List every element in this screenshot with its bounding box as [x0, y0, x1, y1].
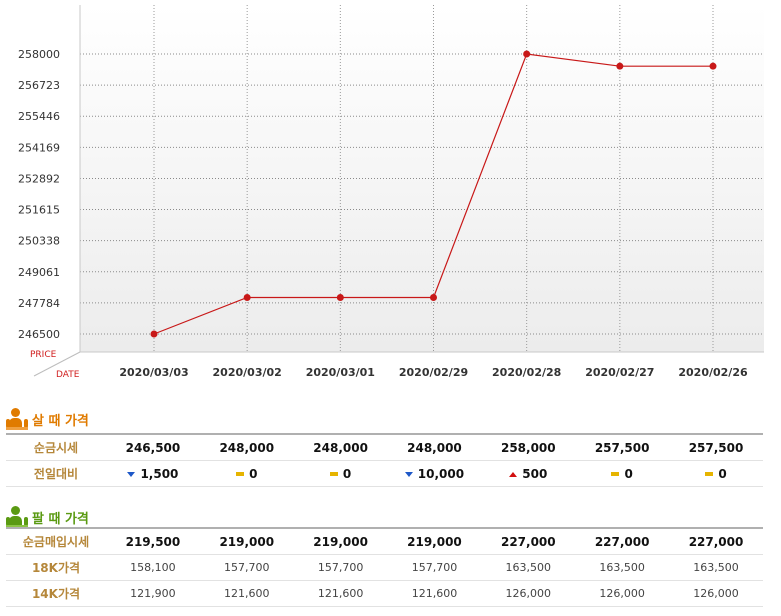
- person-icon: [6, 408, 28, 430]
- row-label: 14K가격: [6, 580, 106, 607]
- price-cell: 219,000: [199, 527, 294, 555]
- price-cell: 121,900: [106, 580, 200, 607]
- sell-section-title: 팔 때 가격: [32, 511, 89, 527]
- price-cell: 163,500: [669, 554, 763, 581]
- table-row: 전일대비 1,500 0 0 10,000 500 0 0: [6, 460, 763, 487]
- change-value: 10,000: [417, 466, 465, 481]
- up-arrow-icon: [509, 471, 518, 477]
- change-value: 1,500: [140, 466, 179, 481]
- change-cell: 0: [669, 460, 763, 487]
- change-cell: 1,500: [106, 460, 200, 487]
- change-value: 0: [342, 466, 352, 481]
- y-tick-label: 246500: [18, 328, 60, 341]
- data-point: [243, 293, 251, 301]
- price-cell: 257,500: [575, 433, 670, 461]
- y-tick-label: 255446: [18, 110, 60, 123]
- y-tick-label: 251615: [18, 204, 60, 217]
- change-value: 0: [718, 466, 727, 481]
- y-axis-label: PRICE: [30, 350, 57, 360]
- change-cell: 0: [199, 460, 294, 487]
- x-tick-label: 2020/02/27: [585, 366, 654, 379]
- change-cell: 10,000: [387, 460, 482, 487]
- x-tick-label: 2020/03/03: [119, 366, 188, 379]
- change-value: 0: [249, 466, 258, 481]
- data-point: [616, 62, 624, 70]
- price-cell: 163,500: [481, 554, 576, 581]
- y-tick-label: 252892: [18, 172, 60, 185]
- price-cell: 258,000: [481, 433, 576, 461]
- row-label: 순금시세: [6, 433, 106, 461]
- price-cell: 219,000: [387, 527, 482, 555]
- price-cell: 227,000: [575, 527, 670, 555]
- x-tick-label: 2020/03/01: [306, 366, 375, 379]
- table-row: 순금매입시세 219,500 219,000 219,000 219,000 227,00…: [6, 527, 763, 555]
- price-cell: 163,500: [575, 554, 670, 581]
- price-cell: 248,000: [387, 433, 482, 461]
- y-tick-label: 258000: [18, 48, 60, 61]
- price-cell: 126,000: [575, 580, 670, 607]
- buy-section-header: 살 때 가격: [6, 408, 89, 430]
- price-chart: 258000 256723 255446 254169 252892 251615 2503…: [18, 5, 764, 380]
- buy-price-table: 순금시세 246,500 248,000 248,000 248,000 258,000 2…: [6, 433, 763, 487]
- row-label: 전일대비: [6, 460, 106, 487]
- price-cell: 157,700: [199, 554, 294, 581]
- data-point: [430, 293, 437, 301]
- flat-dash-icon: [611, 472, 620, 476]
- price-cell: 219,500: [106, 527, 200, 555]
- buy-section-title: 살 때 가격: [32, 413, 89, 429]
- price-cell: 248,000: [199, 433, 294, 461]
- y-tick-label: 254169: [18, 141, 60, 154]
- person-icon: [6, 506, 28, 528]
- row-label: 순금매입시세: [6, 527, 106, 555]
- price-cell: 248,000: [293, 433, 388, 461]
- x-axis-label: DATE: [56, 370, 80, 380]
- sell-price-table: 순금매입시세 219,500 219,000 219,000 219,000 227,00…: [6, 527, 763, 607]
- x-tick-label: 2020/02/28: [492, 366, 561, 379]
- change-cell: 500: [481, 460, 576, 487]
- price-cell: 126,000: [481, 580, 576, 607]
- price-cell: 246,500: [106, 433, 200, 461]
- axis-corner-line: [33, 351, 81, 377]
- down-arrow-icon: [404, 471, 413, 477]
- x-tick-label: 2020/02/26: [678, 366, 748, 379]
- data-point: [150, 330, 158, 338]
- price-cell: 121,600: [293, 580, 388, 607]
- y-tick-label: 256723: [18, 79, 60, 92]
- x-tick-label: 2020/03/02: [213, 366, 282, 379]
- sell-section-header: 팔 때 가격: [6, 506, 89, 528]
- price-cell: 257,500: [669, 433, 763, 461]
- price-cell: 121,600: [199, 580, 294, 607]
- y-tick-label: 247784: [18, 297, 60, 310]
- price-cell: 121,600: [387, 580, 482, 607]
- price-cell: 219,000: [293, 527, 388, 555]
- price-cell: 227,000: [669, 527, 763, 555]
- data-point: [709, 62, 717, 70]
- table-row: 순금시세 246,500 248,000 248,000 248,000 258,000 2…: [6, 433, 763, 461]
- y-tick-label: 249061: [18, 266, 60, 279]
- price-cell: 157,700: [387, 554, 482, 581]
- change-cell: 0: [293, 460, 388, 487]
- table-row: 14K가격 121,900 121,600 121,600 121,600 126,000…: [6, 580, 763, 607]
- change-cell: 0: [575, 460, 670, 487]
- flat-dash-icon: [329, 472, 338, 476]
- change-value: 500: [522, 466, 548, 481]
- price-cell: 126,000: [669, 580, 763, 607]
- x-tick-label: 2020/02/29: [399, 366, 468, 379]
- chart-svg: 258000 256723 255446 254169 252892 251615 2503…: [18, 5, 764, 380]
- price-cell: 158,100: [106, 554, 200, 581]
- data-point: [523, 50, 531, 58]
- flat-dash-icon: [236, 472, 245, 476]
- flat-dash-icon: [705, 472, 714, 476]
- down-arrow-icon: [127, 471, 136, 477]
- table-row: 18K가격 158,100 157,700 157,700 157,700 163,500…: [6, 554, 763, 581]
- price-cell: 157,700: [293, 554, 388, 581]
- row-label: 18K가격: [6, 554, 106, 581]
- data-point: [336, 293, 344, 301]
- price-cell: 227,000: [481, 527, 576, 555]
- change-value: 0: [624, 466, 633, 481]
- y-tick-label: 250338: [18, 235, 60, 248]
